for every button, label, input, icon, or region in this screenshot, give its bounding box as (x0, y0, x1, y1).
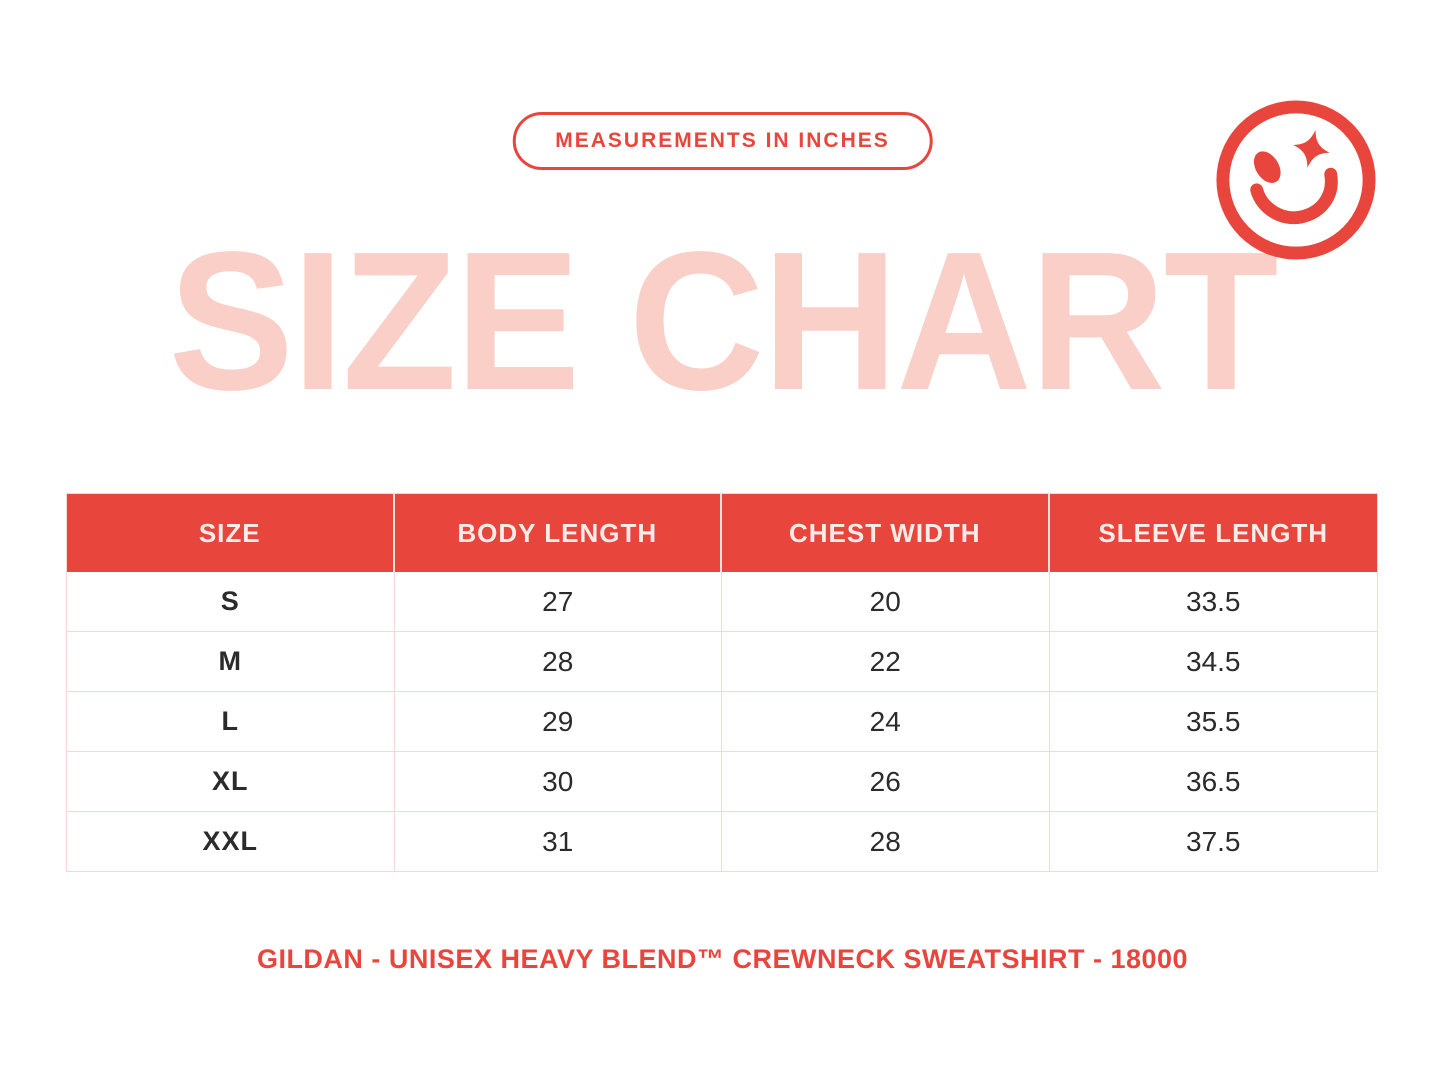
measurement-cell: 37.5 (1186, 825, 1241, 857)
table-row: M 28 22 34.5 (67, 632, 1377, 692)
measurement-cell: 30 (395, 752, 722, 811)
size-cell: S (67, 572, 395, 631)
page-title: SIZE CHART (168, 210, 1279, 431)
table-row: XXL 31 28 37.5 (67, 812, 1377, 871)
size-cell: XL (67, 752, 395, 811)
table-row: XL 30 26 36.5 (67, 752, 1377, 812)
measurements-units-badge: MEASUREMENTS IN INCHES (512, 112, 933, 170)
column-header-body-length: BODY LENGTH (395, 494, 722, 572)
size-cell: XXL (67, 812, 395, 871)
size-cell: L (67, 692, 395, 751)
measurement-cell: 28 (395, 632, 722, 691)
column-header-sleeve-length: SLEEVE LENGTH (1098, 517, 1329, 548)
measurement-cell: 34.5 (1186, 645, 1241, 677)
column-header-size: SIZE (67, 494, 395, 572)
size-cell: M (67, 632, 395, 691)
measurement-cell: 22 (722, 632, 1050, 691)
measurement-cell: 28 (722, 812, 1050, 871)
table-header-row: SIZE BODY LENGTH CHEST WIDTH SLEEVE LENGTH (67, 494, 1377, 572)
measurement-cell: 27 (395, 572, 722, 631)
column-header-chest-width: CHEST WIDTH (722, 494, 1050, 572)
measurement-cell: 31 (395, 812, 722, 871)
measurement-cell: 35.5 (1186, 705, 1241, 737)
size-table: SIZE BODY LENGTH CHEST WIDTH SLEEVE LENGTH … (66, 493, 1378, 872)
table-row: L 29 24 35.5 (67, 692, 1377, 752)
table-row: S 27 20 33.5 (67, 572, 1377, 632)
measurement-cell: 26 (722, 752, 1050, 811)
table-body: S 27 20 33.5 M 28 22 34.5 L 29 24 35.5 XL 30 26 36.5 XXL… (67, 572, 1377, 871)
measurement-cell: 36.5 (1186, 765, 1241, 797)
measurement-cell: 24 (722, 692, 1050, 751)
measurement-cell: 33.5 (1186, 585, 1241, 617)
measurement-cell: 20 (722, 572, 1050, 631)
measurement-cell: 29 (395, 692, 722, 751)
product-name-label: GILDAN - UNISEX HEAVY BLEND™ CREWNECK SW… (256, 944, 1189, 974)
winking-smiley-icon (1216, 100, 1376, 260)
